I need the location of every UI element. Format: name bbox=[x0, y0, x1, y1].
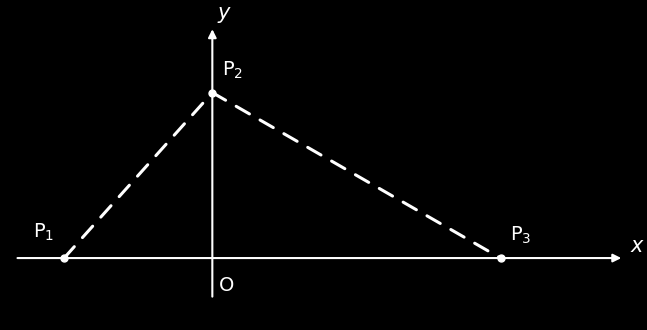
Text: P$_3$: P$_3$ bbox=[510, 225, 532, 247]
Text: P$_2$: P$_2$ bbox=[222, 60, 243, 81]
Text: y: y bbox=[217, 3, 230, 23]
Text: O: O bbox=[219, 276, 234, 295]
Text: x: x bbox=[631, 236, 643, 255]
Text: P$_1$: P$_1$ bbox=[33, 222, 54, 243]
